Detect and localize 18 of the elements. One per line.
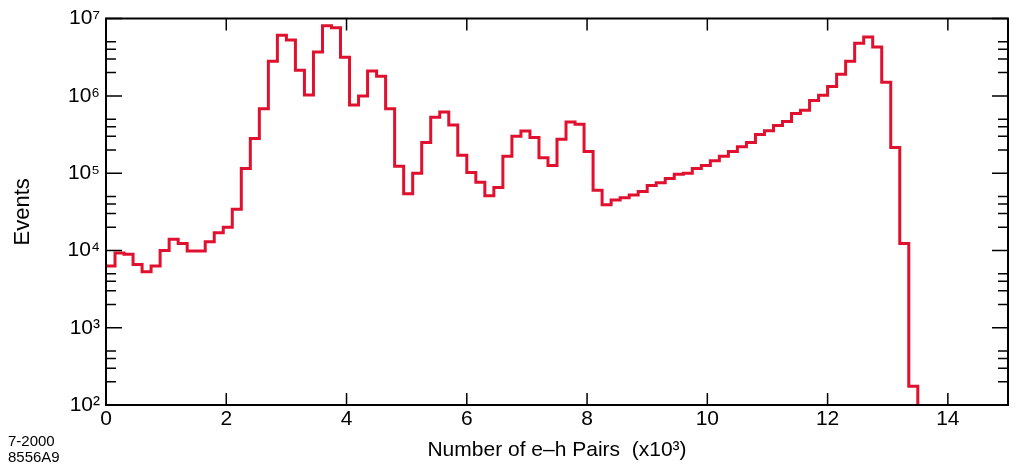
- x-axis-title: Number of e–h Pairs (x10³): [427, 437, 687, 461]
- y-tick-label: 10⁵: [67, 159, 100, 183]
- y-tick-label: 10⁶: [67, 82, 100, 106]
- x-tick-label: 2: [220, 406, 233, 430]
- x-tick-label: 10: [695, 406, 720, 430]
- y-axis-title: Events: [9, 178, 35, 246]
- x-tick-label: 0: [100, 406, 112, 430]
- text: 7-2000: [8, 432, 55, 449]
- x-tick-label: 6: [460, 406, 473, 430]
- y-tick-label: 10²: [69, 391, 100, 415]
- y-tick-label: 10⁴: [67, 237, 100, 261]
- x-tick-label: 12: [815, 406, 840, 430]
- x-tick-label: 8: [581, 406, 593, 430]
- x-tick-label: 4: [340, 406, 353, 430]
- x-tick-label: 14: [936, 406, 960, 430]
- y-tick-label: 10³: [69, 314, 100, 338]
- y-tick-label: 10⁷: [69, 5, 100, 29]
- text: 8556A9: [8, 448, 60, 465]
